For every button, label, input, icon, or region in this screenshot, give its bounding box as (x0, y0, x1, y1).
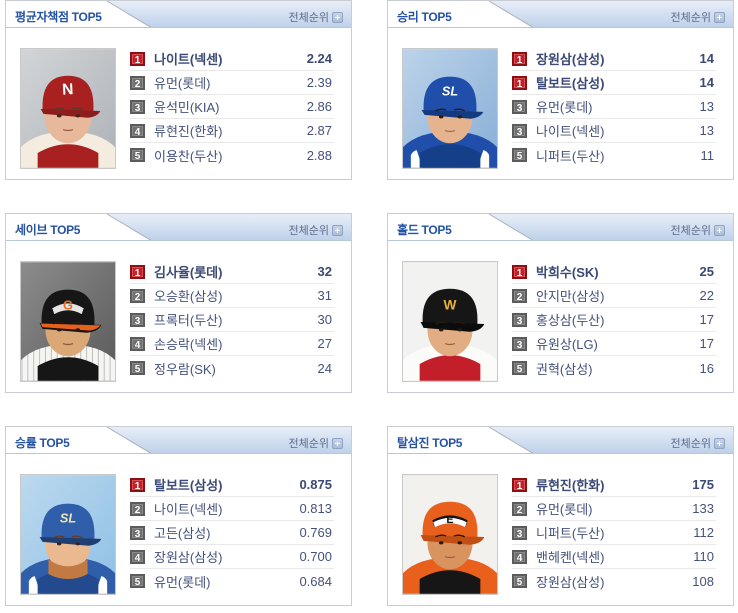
svg-text:N: N (62, 81, 74, 99)
svg-text:W: W (444, 297, 457, 312)
svg-text:E: E (446, 514, 453, 526)
svg-text:SL: SL (442, 83, 458, 98)
svg-text:G: G (63, 297, 73, 312)
svg-text:SL: SL (60, 510, 76, 525)
